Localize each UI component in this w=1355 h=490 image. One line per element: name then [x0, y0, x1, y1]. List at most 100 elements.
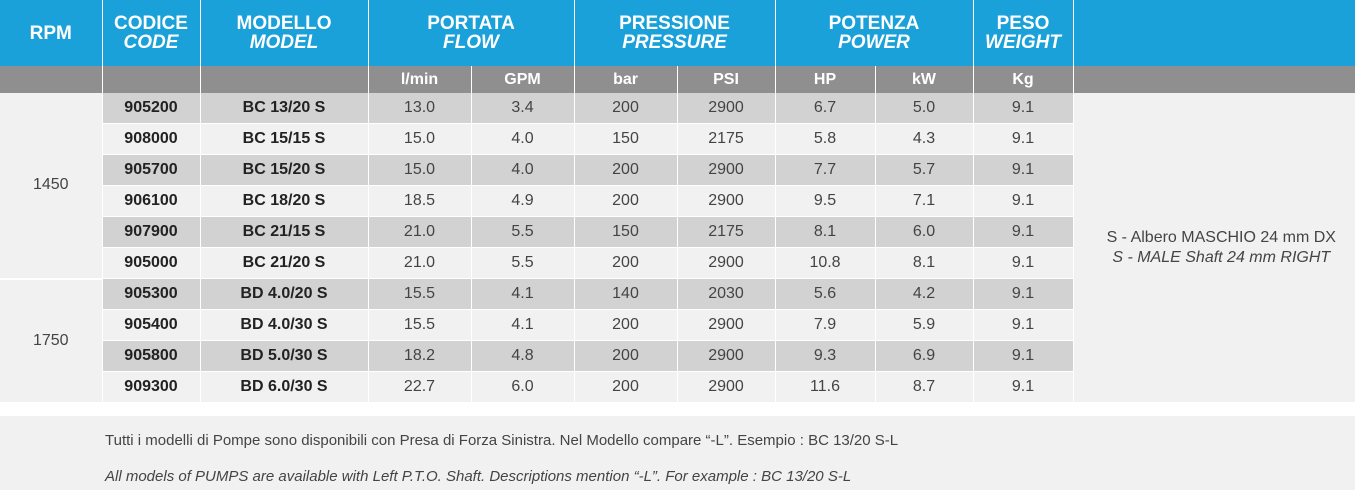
header-model-en: MODEL — [249, 32, 319, 53]
hp-cell: 8.1 — [775, 216, 876, 248]
code-cell: 906100 — [102, 185, 201, 217]
code-cell: 907900 — [102, 216, 201, 248]
kw-cell: 8.7 — [875, 371, 974, 403]
hp-cell: 5.8 — [775, 123, 876, 155]
unit-hp: HP — [775, 66, 876, 93]
kg-cell: 9.1 — [973, 309, 1074, 341]
kg-cell: 9.1 — [973, 123, 1074, 155]
psi-cell: 2175 — [677, 123, 776, 155]
kg-cell: 9.1 — [973, 154, 1074, 186]
header-weight-it: PESO — [996, 13, 1050, 34]
code-cell: 905300 — [102, 278, 201, 310]
model-cell: BD 4.0/30 S — [200, 309, 369, 341]
psi-cell: 2900 — [677, 309, 776, 341]
unit-kw: kW — [875, 66, 974, 93]
header-weight-en: WEIGHT — [985, 32, 1062, 53]
lmin-cell: 15.0 — [368, 154, 472, 186]
rpm-group-cell: 1450 — [0, 93, 103, 280]
hp-cell: 11.6 — [775, 371, 876, 403]
gpm-cell: 4.8 — [471, 340, 575, 372]
code-cell: 909300 — [102, 371, 201, 403]
table-row: 1450 905200 BC 13/20 S 13.0 3.4 200 2900 6.7 5.0… — [0, 93, 1355, 403]
unit-blank-code — [102, 66, 201, 93]
hp-cell: 6.7 — [775, 93, 876, 124]
kg-cell: 9.1 — [973, 340, 1074, 372]
unit-bar: bar — [574, 66, 678, 93]
gpm-cell: 3.4 — [471, 93, 575, 124]
rpm-group-cell: 1750 — [0, 278, 103, 404]
model-cell: BC 15/20 S — [200, 154, 369, 186]
psi-cell: 2900 — [677, 93, 776, 124]
bar-cell: 200 — [574, 154, 678, 186]
table-row: 905000 BC 21/20 S 21.0 5.5 200 2900 10.8 8.1 9.1 — [0, 247, 1355, 279]
kw-cell: 7.1 — [875, 185, 974, 217]
header-code-it: CODICE — [114, 13, 188, 34]
code-cell: 905200 — [102, 93, 201, 124]
header-pressure-en: PRESSURE — [622, 32, 727, 53]
kw-cell: 6.0 — [875, 216, 974, 248]
hp-cell: 7.7 — [775, 154, 876, 186]
table-row: 909300 BD 6.0/30 S 22.7 6.0 200 2900 11.6 8.7 9.… — [0, 371, 1355, 403]
header-weight: PESO WEIGHT — [973, 0, 1074, 66]
pump-spec-table: RPM CODICE CODE MODELLO MODEL PORTATA FL… — [0, 0, 1355, 404]
bar-cell: 140 — [574, 278, 678, 310]
code-cell: 905000 — [102, 247, 201, 279]
table-row: 1750 905300 BD 4.0/20 S 15.5 4.1 140 2030 5.6 4.… — [0, 278, 1355, 404]
psi-cell: 2900 — [677, 371, 776, 403]
table-row: 908000 BC 15/15 S 15.0 4.0 150 2175 5.8 4.3 9.1 — [0, 123, 1355, 155]
unit-lmin: l/min — [368, 66, 472, 93]
table-row: 906100 BC 18/20 S 18.5 4.9 200 2900 9.5 7.1 9.1 — [0, 185, 1355, 217]
table-row: 905400 BD 4.0/30 S 15.5 4.1 200 2900 7.9 5.9 9.1 — [0, 309, 1355, 341]
header-pressure-it: PRESSIONE — [619, 13, 730, 34]
psi-cell: 2030 — [677, 278, 776, 310]
header-power: POTENZA POWER — [775, 0, 974, 66]
hp-cell: 10.8 — [775, 247, 876, 279]
header-code: CODICE CODE — [102, 0, 201, 66]
kw-cell: 6.9 — [875, 340, 974, 372]
kg-cell: 9.1 — [973, 185, 1074, 217]
psi-cell: 2900 — [677, 185, 776, 217]
footer-note-en: All models of PUMPS are available with L… — [105, 468, 852, 485]
header-code-en: CODE — [123, 32, 179, 53]
bar-cell: 200 — [574, 93, 678, 124]
bar-cell: 200 — [574, 185, 678, 217]
header-power-it: POTENZA — [828, 13, 920, 34]
unit-blank-rpm — [0, 66, 103, 93]
lmin-cell: 22.7 — [368, 371, 472, 403]
table-body: 1450 905200 BC 13/20 S 13.0 3.4 200 2900 6.7 5.0… — [0, 93, 1355, 404]
bar-cell: 200 — [574, 340, 678, 372]
unit-blank-note — [1073, 66, 1355, 93]
kw-cell: 4.2 — [875, 278, 974, 310]
model-cell: BD 6.0/30 S — [200, 371, 369, 403]
bar-cell: 150 — [574, 216, 678, 248]
header-flow-it: PORTATA — [427, 13, 515, 34]
header-flow: PORTATA FLOW — [368, 0, 575, 66]
model-cell: BC 21/15 S — [200, 216, 369, 248]
footer-note-it: Tutti i modelli di Pompe sono disponibil… — [105, 432, 899, 449]
psi-cell: 2900 — [677, 247, 776, 279]
kw-cell: 4.3 — [875, 123, 974, 155]
header-row: RPM CODICE CODE MODELLO MODEL PORTATA FL… — [0, 0, 1355, 66]
model-cell: BD 4.0/20 S — [200, 278, 369, 310]
units-row: l/min GPM bar PSI HP kW Kg — [0, 66, 1355, 93]
psi-cell: 2900 — [677, 154, 776, 186]
hp-cell: 9.3 — [775, 340, 876, 372]
header-model: MODELLO MODEL — [200, 0, 369, 66]
lmin-cell: 13.0 — [368, 93, 472, 124]
bar-cell: 200 — [574, 371, 678, 403]
lmin-cell: 15.5 — [368, 278, 472, 310]
lmin-cell: 21.0 — [368, 216, 472, 248]
gpm-cell: 4.0 — [471, 154, 575, 186]
shaft-note-cell: S - Albero MASCHIO 24 mm DX S - MALE Shaf… — [1073, 93, 1355, 403]
unit-psi: PSI — [677, 66, 776, 93]
footer-notes: Tutti i modelli di Pompe sono disponibil… — [0, 416, 1355, 490]
kg-cell: 9.1 — [973, 278, 1074, 310]
model-cell: BC 13/20 S — [200, 93, 369, 124]
hp-cell: 7.9 — [775, 309, 876, 341]
gpm-cell: 5.5 — [471, 247, 575, 279]
model-cell: BC 18/20 S — [200, 185, 369, 217]
bar-cell: 200 — [574, 247, 678, 279]
header-flow-en: FLOW — [443, 32, 499, 53]
unit-blank-model — [200, 66, 369, 93]
